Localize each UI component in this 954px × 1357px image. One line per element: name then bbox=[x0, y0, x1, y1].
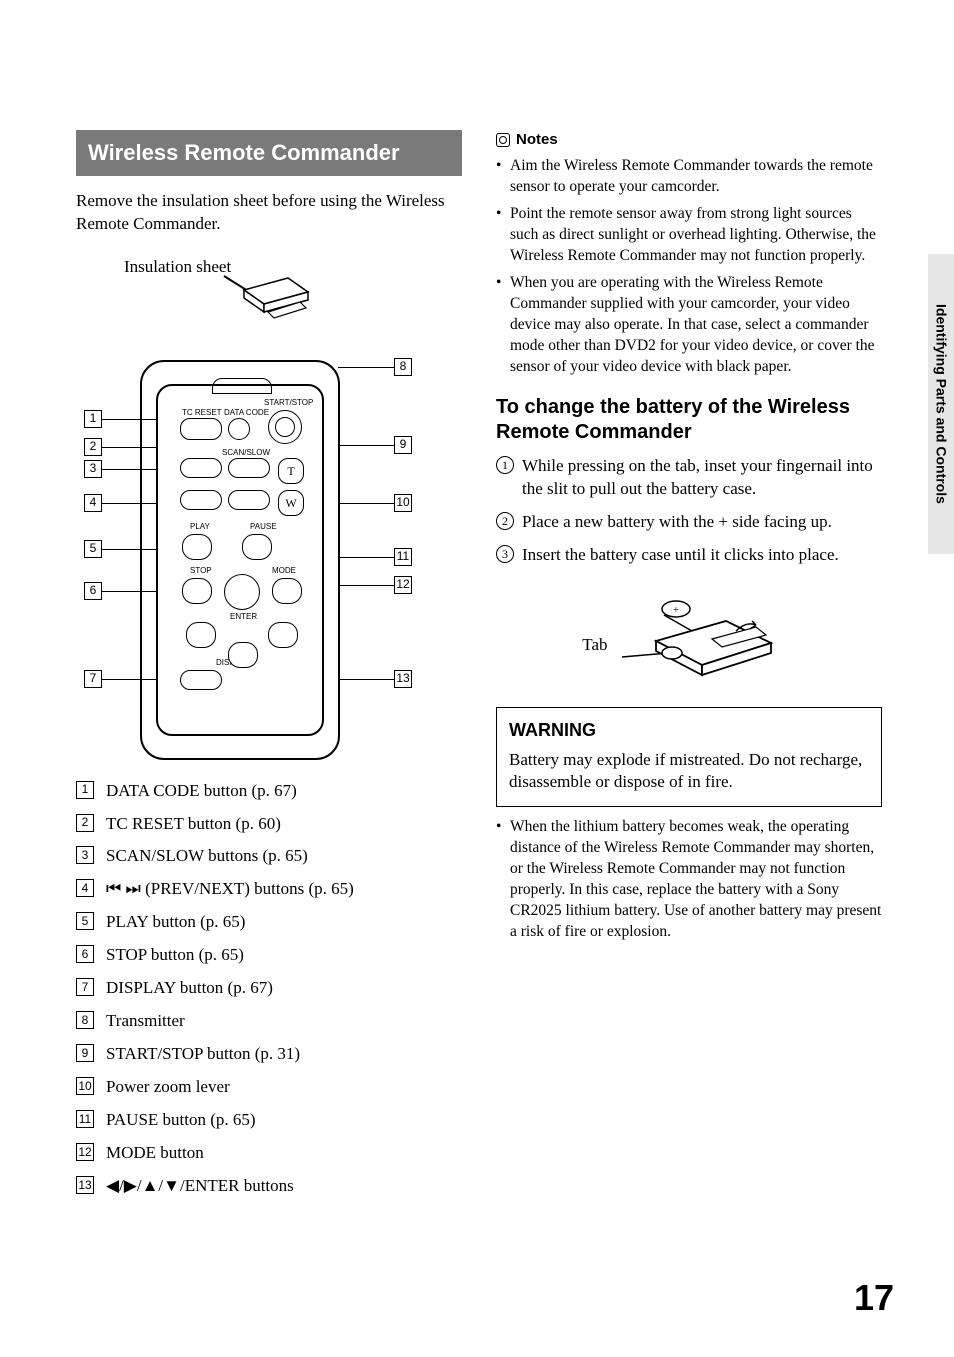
callout-2: 2 bbox=[84, 438, 102, 456]
list-num-2: 2 bbox=[76, 814, 94, 832]
list-num-6: 6 bbox=[76, 945, 94, 963]
list-num-8: 8 bbox=[76, 1011, 94, 1029]
lbl-pause: PAUSE bbox=[250, 522, 277, 533]
list-text-4: ⏮ ⏭ (PREV/NEXT) buttons (p. 65) bbox=[106, 879, 354, 898]
list-text-3: SCAN/SLOW buttons (p. 65) bbox=[106, 846, 308, 865]
list-num-10: 10 bbox=[76, 1077, 94, 1095]
list-num-4: 4 bbox=[76, 879, 94, 897]
notes-label: Notes bbox=[516, 130, 558, 150]
tab-figure: Tab + bbox=[496, 585, 882, 685]
callout-9: 9 bbox=[394, 436, 412, 454]
lbl-scan-slow: SCAN/SLOW bbox=[222, 448, 270, 459]
section-title: Wireless Remote Commander bbox=[76, 130, 462, 176]
list-text-7: DISPLAY button (p. 67) bbox=[106, 978, 273, 997]
callout-5: 5 bbox=[84, 540, 102, 558]
callout-1: 1 bbox=[84, 410, 102, 428]
list-text-13: ◀/▶/▲/▼/ENTER buttons bbox=[106, 1176, 294, 1195]
list-text-6: STOP button (p. 65) bbox=[106, 945, 244, 964]
list-text-11: PAUSE button (p. 65) bbox=[106, 1110, 256, 1129]
list-num-5: 5 bbox=[76, 912, 94, 930]
note-2: Point the remote sensor away from strong… bbox=[496, 204, 882, 267]
list-text-1: DATA CODE button (p. 67) bbox=[106, 781, 297, 800]
lbl-enter: ENTER bbox=[230, 612, 257, 623]
step-num-2: 2 bbox=[496, 512, 514, 530]
insulation-illustration bbox=[216, 268, 316, 328]
lbl-start-stop: START/STOP bbox=[264, 398, 313, 409]
list-num-13: 13 bbox=[76, 1176, 94, 1194]
list-text-12: MODE button bbox=[106, 1143, 204, 1162]
tab-label: Tab bbox=[582, 634, 607, 657]
step-text-3: Insert the battery case until it clicks … bbox=[522, 545, 839, 564]
notes-list: Aim the Wireless Remote Commander toward… bbox=[496, 156, 882, 377]
list-text-8: Transmitter bbox=[106, 1011, 185, 1030]
svg-text:+: + bbox=[673, 605, 679, 616]
lbl-tc-reset: TC RESET bbox=[182, 408, 222, 419]
warning-body: Battery may explode if mistreated. Do no… bbox=[509, 749, 869, 795]
zoom-t: T bbox=[278, 458, 304, 484]
callout-6: 6 bbox=[84, 582, 102, 600]
list-num-11: 11 bbox=[76, 1110, 94, 1128]
notes-icon bbox=[496, 133, 510, 147]
callout-list: 1 DATA CODE button (p. 67) 2 TC RESET butt… bbox=[76, 780, 462, 1198]
list-num-1: 1 bbox=[76, 781, 94, 799]
list-text-10: Power zoom lever bbox=[106, 1077, 230, 1096]
zoom-w: W bbox=[278, 490, 304, 516]
section-tab: Identifying Parts and Controls bbox=[928, 254, 954, 554]
note-1: Aim the Wireless Remote Commander toward… bbox=[496, 156, 882, 198]
list-num-7: 7 bbox=[76, 978, 94, 996]
warning-title: WARNING bbox=[509, 718, 869, 742]
section-tab-label: Identifying Parts and Controls bbox=[932, 304, 951, 504]
callout-8: 8 bbox=[394, 358, 412, 376]
remote-diagram: Insulation sheet START/STOP TC RESET DAT… bbox=[76, 250, 462, 770]
step-text-1: While pressing on the tab, inset your fi… bbox=[522, 456, 873, 498]
list-text-2: TC RESET button (p. 60) bbox=[106, 814, 281, 833]
battery-subhead: To change the battery of the Wireless Re… bbox=[496, 395, 882, 445]
callout-11: 11 bbox=[394, 548, 412, 566]
callout-13: 13 bbox=[394, 670, 412, 688]
intro-text: Remove the insulation sheet before using… bbox=[76, 190, 462, 236]
warning-box: WARNING Battery may explode if mistreate… bbox=[496, 707, 882, 807]
step-num-1: 1 bbox=[496, 456, 514, 474]
remote-body: START/STOP TC RESET DATA CODE SCAN/SLOW … bbox=[140, 360, 340, 760]
callout-7: 7 bbox=[84, 670, 102, 688]
step-num-3: 3 bbox=[496, 545, 514, 563]
callout-4: 4 bbox=[84, 494, 102, 512]
step-text-2: Place a new battery with the + side faci… bbox=[522, 512, 832, 531]
lbl-data-code: DATA CODE bbox=[224, 408, 269, 419]
list-num-3: 3 bbox=[76, 846, 94, 864]
post-warning-1: When the lithium battery becomes weak, t… bbox=[496, 817, 882, 943]
callout-3: 3 bbox=[84, 460, 102, 478]
lbl-mode: MODE bbox=[272, 566, 296, 577]
lbl-play: PLAY bbox=[190, 522, 210, 533]
page-number: 17 bbox=[854, 1274, 894, 1323]
callout-12: 12 bbox=[394, 576, 412, 594]
post-warning-list: When the lithium battery becomes weak, t… bbox=[496, 817, 882, 943]
lbl-stop: STOP bbox=[190, 566, 212, 577]
callout-10: 10 bbox=[394, 494, 412, 512]
list-num-9: 9 bbox=[76, 1044, 94, 1062]
battery-steps: 1 While pressing on the tab, inset your f… bbox=[496, 455, 882, 567]
list-text-9: START/STOP button (p. 31) bbox=[106, 1044, 300, 1063]
list-num-12: 12 bbox=[76, 1143, 94, 1161]
list-text-5: PLAY button (p. 65) bbox=[106, 912, 245, 931]
note-3: When you are operating with the Wireless… bbox=[496, 273, 882, 378]
notes-heading: Notes bbox=[496, 130, 882, 150]
